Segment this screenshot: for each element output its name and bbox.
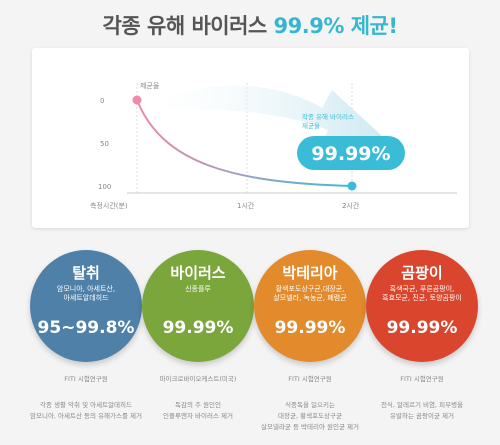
card-desc: 식중독을 일으키는 대장균, 황색포도상구균 살모넬라균 등 박테리아 원인균 제거 [261,401,359,431]
curve-end-point [347,181,357,191]
series-label: 제균율 [140,82,160,90]
trend-arrow [147,85,382,148]
x-tick-label: 측정시간(분) [90,201,128,210]
card-sub: 암모니아, 아세트산, 아세트알데히드 [56,285,116,302]
annotation-line-2: 제균율 [302,122,320,130]
page-title: 각종 유해 바이러스 99.9% 제균! [0,10,500,40]
card-org: FITI 시험연구원 [288,375,332,383]
card-value: 95~99.8% [37,318,135,338]
y-tick-50: 50 [100,140,109,148]
card-name: 박테리아 [282,264,338,282]
x-tick-2h: 2시간 [342,201,360,210]
card-name: 곰팡이 [401,264,443,282]
card-circle: 바이러스 신종플루 99.99% [142,250,254,362]
card-desc: 각종 생활 악취 및 아세트알데히드 암모니아, 아세트산 등의 유해가스를 제거 [30,401,142,420]
sterilization-curve [136,99,353,187]
card-desc: 독감의 주 원인인 인플루엔자 바이러스 제거 [163,401,233,420]
card-name: 탈취 [72,264,100,282]
card-name: 바이러스 [170,264,226,282]
y-tick-0: 0 [100,97,104,105]
card-sub: 흑색국균, 푸른곰팡이, 흑효모균, 진균, 토양곰팡이 [382,285,462,302]
card-sub: 황색포도상구균,대장균, 살모넬라, 녹농균, 폐렴균 [273,285,347,302]
chart-card: 제균율 0 50 100 측정시간(분) 1시간 2시간 작종 유해 바이러스 … [32,48,469,228]
x-tick-1h: 1시간 [237,201,255,210]
callout-pill [297,136,405,170]
card-circle: 탈취 암모니아, 아세트산, 아세트알데히드 95~99.8% [30,250,142,362]
annotation-line-1: 작종 유해 바이러스 [302,112,354,121]
card-org: 마이크로바이오케스트(미국) [159,375,237,383]
card-org: FITI 시험연구원 [64,375,108,383]
card-value: 99.99% [274,318,346,338]
card-circle: 곰팡이 흑색국균, 푸른곰팡이, 흑효모균, 진균, 토양곰팡이 99.99% [366,250,478,362]
curve-start-point [132,95,142,105]
card-sub: 신종플루 [185,285,211,293]
sterilization-chart: 제균율 0 50 100 측정시간(분) 1시간 2시간 작종 유해 바이러스 … [90,82,457,210]
title-main: 각종 유해 바이러스 [102,14,274,38]
title-highlight: 99.9% 제균! [273,14,398,38]
result-cards: 탈취 암모니아, 아세트산, 아세트알데히드 95~99.8% FITI 시험연구… [0,250,500,445]
card-circle: 박테리아 황색포도상구균,대장균, 살모넬라, 녹농균, 폐렴균 99.99% [254,250,366,362]
card-org: FITI 시험연구원 [400,375,444,383]
callout-value: 99.99% [311,143,390,165]
y-tick-100: 100 [98,183,111,191]
card-value: 99.99% [162,318,234,338]
card-desc: 천식, 알레르기 비염, 피부병을 유발하는 곰팡이균 제거 [380,401,464,420]
card-value: 99.99% [386,318,458,338]
